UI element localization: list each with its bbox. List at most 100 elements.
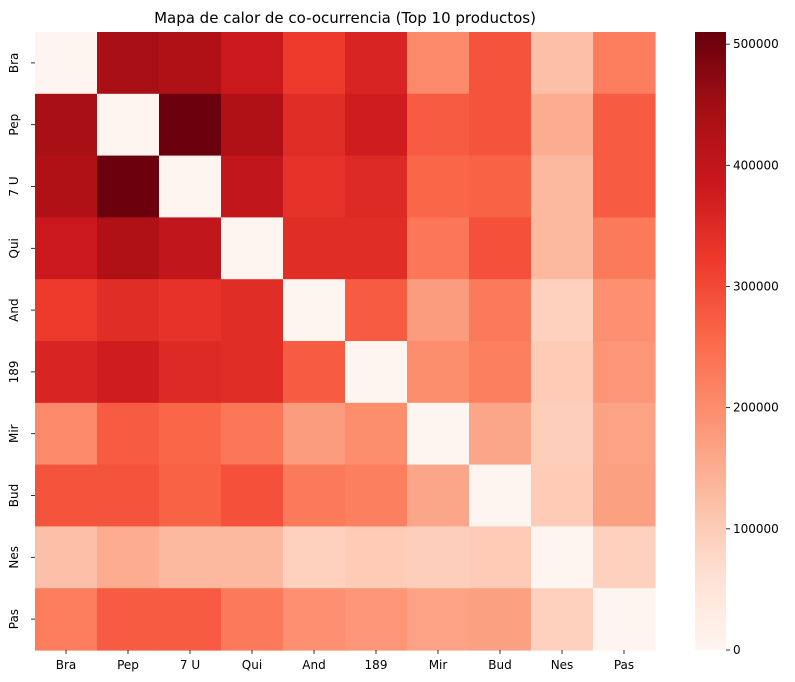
colorbar (695, 32, 726, 650)
x-axis-ticks: Bra Pep 7 U Qui And 189 Mir Bud Nes Pas (56, 650, 634, 672)
heatmap-cell-189-Pas (593, 341, 656, 404)
heatmap-cell-189-Pep (97, 341, 160, 404)
heatmap-cell-7 U-Bra (35, 155, 98, 218)
x-tick-label: Bud (488, 658, 511, 672)
heatmap-cell-Nes-Pep (97, 526, 160, 589)
x-tick-label: Bra (56, 658, 77, 672)
heatmap-cell-Pas-Mir (407, 588, 470, 651)
heatmap-cell-Bud-Qui (221, 464, 284, 527)
heatmap-cell-Mir-Mir (407, 402, 470, 466)
heatmap-cell-And-Mir (407, 279, 470, 342)
heatmap-cell-7 U-7 U (159, 155, 222, 218)
heatmap-cell-7 U-And (283, 155, 346, 218)
heatmap-cell-Bra-Qui (221, 32, 284, 95)
heatmap-cell-Qui-189 (345, 217, 408, 280)
heatmap-cell-And-Pas (593, 279, 656, 342)
colorbar-tick-label: 0 (733, 643, 741, 657)
heatmap-cell-Bra-Bra (35, 32, 98, 95)
heatmap-cell-Pas-Qui (221, 588, 284, 651)
heatmap-cell-Nes-Mir (407, 526, 470, 589)
colorbar-tick-label: 100000 (733, 522, 779, 536)
heatmap-cell-Bud-7 U (159, 464, 222, 527)
heatmap-cell-189-Mir (407, 341, 470, 404)
heatmap-cell-Bud-Pep (97, 464, 160, 527)
heatmap-cell-Pas-Bud (469, 588, 532, 651)
x-tick-label: Nes (551, 658, 574, 672)
heatmap-cell-Bud-Bud (469, 464, 532, 527)
heatmap-cell-Nes-Qui (221, 526, 284, 589)
heatmap-cell-7 U-Nes (531, 155, 594, 218)
colorbar-tick-label: 400000 (733, 158, 779, 172)
heatmap-cell-Pas-189 (345, 588, 408, 651)
heatmap-cell-7 U-Mir (407, 155, 470, 218)
heatmap-cell-Bud-189 (345, 464, 408, 527)
heatmap-cell-Pep-7 U (159, 93, 222, 157)
heatmap-cell-Bra-Pep (97, 32, 160, 95)
x-tick-label: Qui (242, 658, 262, 672)
x-tick-label: 7 U (180, 658, 200, 672)
heatmap-cell-Mir-7 U (159, 402, 222, 466)
heatmap-cell-Pas-And (283, 588, 346, 651)
y-tick-label: 7 U (7, 176, 21, 196)
heatmap-cell-Bud-And (283, 464, 346, 527)
heatmap-cell-Bra-And (283, 32, 346, 95)
heatmap-cell-And-Bra (35, 279, 98, 342)
heatmap-cell-Qui-Bra (35, 217, 98, 280)
heatmap-cell-189-Qui (221, 341, 284, 404)
heatmap-cell-Mir-Bud (469, 402, 532, 466)
heatmap-cell-And-7 U (159, 279, 222, 342)
heatmap-cell-Qui-Pep (97, 217, 160, 280)
heatmap-cell-Mir-Nes (531, 402, 594, 466)
heatmap-cell-Pas-Pas (593, 588, 656, 651)
heatmap-cell-Pas-Nes (531, 588, 594, 651)
heatmap-cell-7 U-189 (345, 155, 408, 218)
y-tick-label: Qui (7, 238, 21, 258)
heatmap-cell-7 U-Qui (221, 155, 284, 218)
heatmap-cell-And-189 (345, 279, 408, 342)
heatmap-cell-Bud-Nes (531, 464, 594, 527)
heatmap-cell-Bra-Bud (469, 32, 532, 95)
heatmap-cell-Mir-And (283, 402, 346, 466)
heatmap-cell-Pep-Bra (35, 93, 98, 157)
heatmap-cell-189-7 U (159, 341, 222, 404)
heatmap-cell-Nes-189 (345, 526, 408, 589)
heatmap-cell-Bra-Mir (407, 32, 470, 95)
heatmap-cell-Qui-And (283, 217, 346, 280)
heatmap-cell-Mir-Qui (221, 402, 284, 466)
heatmap-cell-Nes-Nes (531, 526, 594, 589)
heatmap-cell-Qui-Pas (593, 217, 656, 280)
heatmap-cell-Pep-Nes (531, 93, 594, 157)
x-tick-label: Pas (614, 658, 634, 672)
heatmap-cell-7 U-Pas (593, 155, 656, 218)
y-tick-label: Nes (7, 546, 21, 569)
heatmap-cell-Nes-7 U (159, 526, 222, 589)
heatmap-cell-Pep-Qui (221, 93, 284, 157)
heatmap-cell-189-Nes (531, 341, 594, 404)
heatmap-cell-Qui-Mir (407, 217, 470, 280)
heatmap-cell-Bra-Nes (531, 32, 594, 95)
heatmap-cells (35, 32, 656, 651)
heatmap-cell-Nes-Pas (593, 526, 656, 589)
heatmap-cell-Pep-Pas (593, 93, 656, 157)
y-tick-label: And (7, 298, 21, 321)
heatmap-cell-And-And (283, 279, 346, 342)
colorbar-ticks: 0 100000 200000 300000 400000 500000 (726, 37, 779, 657)
heatmap-cell-Mir-189 (345, 402, 408, 466)
heatmap-cell-Pas-Bra (35, 588, 98, 651)
heatmap-cell-Bud-Pas (593, 464, 656, 527)
heatmap-cell-Bra-Pas (593, 32, 656, 95)
heatmap-cell-Pep-Pep (97, 93, 160, 157)
heatmap-cell-Qui-Qui (221, 217, 284, 280)
heatmap-cell-Nes-And (283, 526, 346, 589)
heatmap-cell-7 U-Pep (97, 155, 160, 218)
heatmap-cell-189-189 (345, 341, 408, 404)
heatmap-cell-Mir-Pep (97, 402, 160, 466)
y-tick-label: Pep (7, 114, 21, 136)
heatmap-cell-189-Bra (35, 341, 98, 404)
heatmap-cell-Pep-189 (345, 93, 408, 157)
heatmap-cell-Pep-Mir (407, 93, 470, 157)
heatmap-cell-And-Nes (531, 279, 594, 342)
heatmap-cell-Bra-7 U (159, 32, 222, 95)
heatmap-cell-Mir-Pas (593, 402, 656, 466)
